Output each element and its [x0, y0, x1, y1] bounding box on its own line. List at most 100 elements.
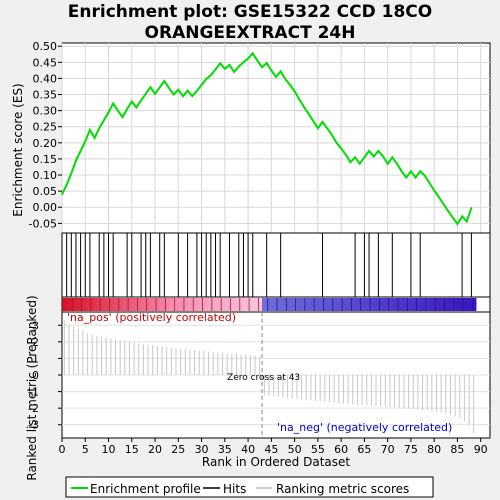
- es-y-tick-label: -0.05: [29, 217, 57, 230]
- colour-bar-cell: [434, 298, 440, 311]
- colour-bar-cell: [289, 298, 296, 311]
- colour-bar-cell: [248, 298, 254, 311]
- x-tick-label: 15: [125, 443, 139, 456]
- colour-bar-cell: [141, 298, 147, 311]
- colour-bar-cell: [131, 298, 137, 311]
- x-tick-label: 55: [311, 443, 325, 456]
- colour-bar-cell: [322, 298, 328, 311]
- colour-bar-cell: [178, 298, 184, 311]
- es-point: [84, 140, 87, 143]
- es-point: [196, 89, 198, 92]
- legend-hits: Hits: [223, 482, 246, 496]
- ranking-x-axis: 0 5 10 15 20 25 30 35 40 45 50 55 60 65 70 75 80 85 90: [59, 438, 488, 456]
- x-tick-label: 80: [427, 443, 441, 456]
- es-point: [200, 84, 203, 86]
- es-point: [265, 62, 268, 64]
- colour-bar-cell: [401, 298, 407, 311]
- es-point: [433, 189, 435, 192]
- es-point: [233, 71, 235, 73]
- es-y-tick-label: 0.10: [33, 169, 58, 182]
- es-point: [126, 108, 128, 110]
- x-tick-label: 5: [82, 443, 89, 456]
- es-point: [358, 162, 361, 165]
- x-tick-label: 35: [218, 443, 232, 456]
- x-tick-label: 50: [288, 443, 302, 456]
- colour-bar-cell: [164, 298, 170, 311]
- es-point: [340, 147, 342, 150]
- colour-bar-cell: [387, 298, 393, 311]
- es-point: [335, 142, 338, 144]
- es-point: [214, 68, 217, 71]
- es-point: [65, 183, 68, 186]
- es-point: [303, 105, 305, 108]
- x-tick-label: 85: [450, 443, 464, 456]
- es-panel: [61, 42, 491, 234]
- es-point: [107, 111, 110, 114]
- legend-ranking-metric-scores: Ranking metric scores: [276, 482, 409, 496]
- colour-bar-cell: [113, 298, 119, 311]
- colour-bar-cell: [192, 298, 198, 311]
- x-tick-label: 65: [357, 443, 371, 456]
- es-point: [447, 210, 449, 212]
- colour-bar-cell: [452, 298, 458, 311]
- es-point: [470, 207, 473, 209]
- colour-bar-cell: [99, 298, 105, 311]
- es-y-tick-label: 0.45: [33, 56, 58, 69]
- colour-bar-cell: [257, 298, 263, 311]
- x-tick-label: 20: [148, 443, 162, 456]
- es-point: [168, 87, 170, 89]
- hit-markers: [66, 233, 472, 297]
- colour-bar-cell: [182, 298, 189, 311]
- colour-bar-cell: [238, 298, 244, 311]
- x-tick-label: 25: [171, 443, 185, 456]
- es-point: [279, 70, 282, 73]
- x-tick-label: 0: [59, 443, 66, 456]
- colour-bar-cell: [159, 298, 165, 311]
- es-point: [89, 129, 91, 131]
- es-point: [368, 150, 370, 152]
- colour-bar-cell: [252, 298, 258, 311]
- colour-bar-cell: [85, 298, 91, 311]
- es-point: [428, 182, 431, 184]
- x-axis-label: Rank in Ordered Dataset: [202, 455, 350, 469]
- colour-bar-cell: [392, 298, 398, 311]
- colour-bar-cell: [136, 298, 142, 311]
- es-point: [70, 172, 73, 175]
- colour-bar-cell: [313, 298, 319, 311]
- es-point: [121, 116, 124, 118]
- colour-bar-cell: [410, 298, 416, 311]
- x-tick-label: 40: [241, 443, 255, 456]
- ranking-gridlines: [62, 324, 490, 426]
- ranking-y-tick-label: -2: [28, 402, 39, 415]
- es-point: [419, 170, 422, 172]
- es-point: [396, 162, 398, 165]
- colour-bar-cell: [71, 298, 77, 311]
- es-point: [140, 99, 142, 102]
- es-point: [163, 80, 166, 82]
- es-point: [451, 216, 454, 219]
- es-point: [312, 120, 315, 122]
- es-point: [256, 59, 259, 62]
- es-point: [424, 174, 426, 177]
- es-y-tick-label: 0.00: [33, 201, 58, 214]
- colour-bar-cell: [429, 298, 435, 311]
- es-point: [103, 119, 105, 122]
- colour-bar-cell: [373, 298, 379, 311]
- es-point: [130, 100, 133, 103]
- es-point: [298, 98, 301, 101]
- chart-title-line1: Enrichment plot: GSE15322 CCD 18CO: [67, 2, 433, 22]
- x-tick-label: 75: [404, 443, 418, 456]
- es-point: [186, 89, 189, 92]
- es-point: [275, 76, 277, 78]
- es-point: [410, 170, 412, 172]
- es-point: [158, 86, 161, 89]
- colour-bar-cell: [262, 298, 268, 311]
- es-point: [172, 93, 175, 96]
- colour-bar-cell: [62, 298, 68, 311]
- es-point: [210, 74, 212, 77]
- colour-bar-cell: [364, 298, 370, 311]
- es-point: [93, 137, 96, 139]
- es-y-tick-label: 0.05: [33, 185, 58, 198]
- colour-bar-cell: [299, 298, 305, 311]
- colour-bar-cell: [127, 298, 133, 311]
